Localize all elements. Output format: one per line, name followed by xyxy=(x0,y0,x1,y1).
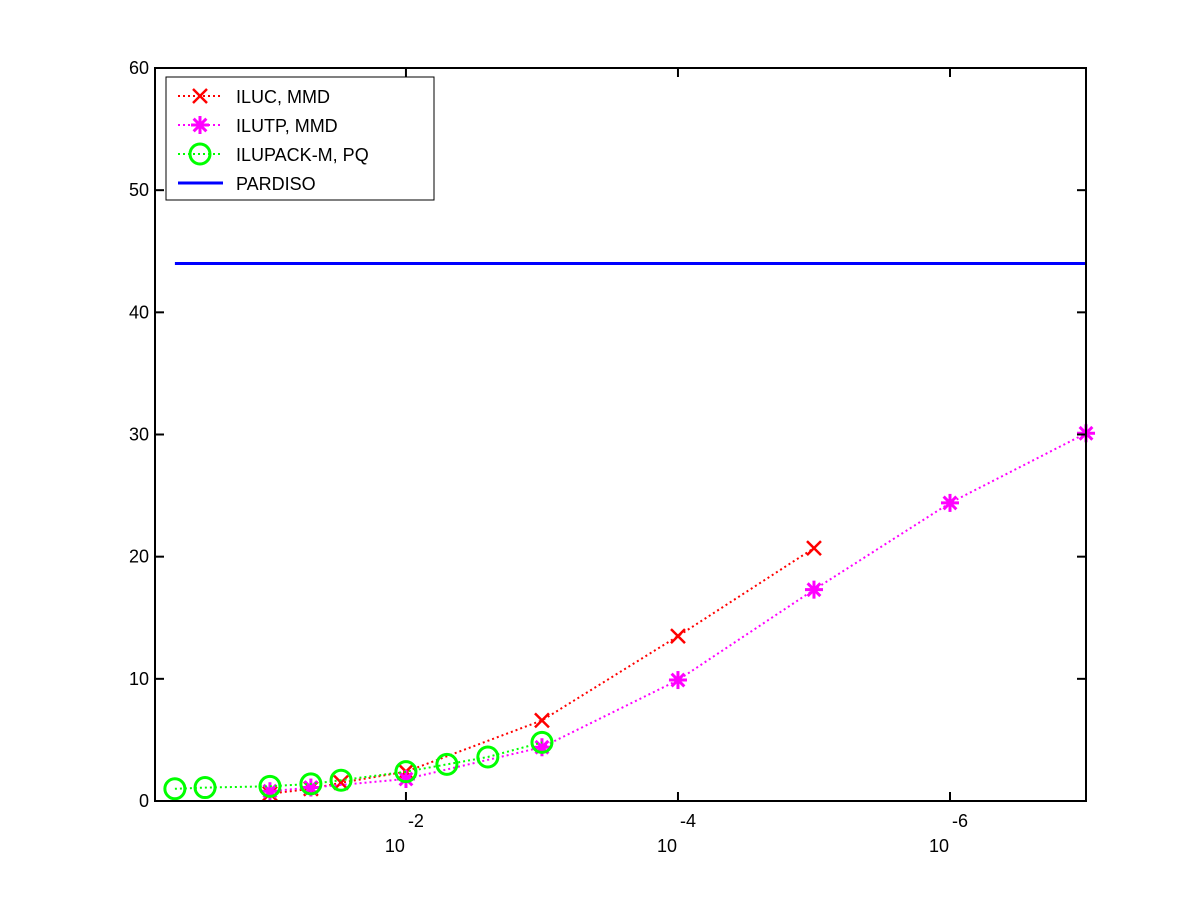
x-marker-stroke xyxy=(333,774,349,791)
x-marker-stroke xyxy=(806,540,822,556)
data-point xyxy=(476,745,500,769)
series-layer xyxy=(163,262,1095,802)
y-tick-label: 30 xyxy=(129,425,149,445)
x-tick-label-exponent: -2 xyxy=(408,811,424,831)
legend-item: ILUPACK-M, PQ xyxy=(178,142,369,166)
y-tick-label: 40 xyxy=(129,302,149,322)
series-line xyxy=(269,432,1087,793)
y-tick-label: 0 xyxy=(139,791,149,811)
data-point xyxy=(534,712,550,729)
legend-item: PARDISO xyxy=(178,174,316,194)
asterisk-marker-stroke xyxy=(942,495,958,511)
legend-marker xyxy=(191,116,209,134)
legend-label: ILUPACK-M, PQ xyxy=(236,145,369,165)
asterisk-marker-stroke xyxy=(398,771,414,787)
legend-item: ILUC, MMD xyxy=(178,87,330,107)
legend-label: PARDISO xyxy=(236,174,316,194)
x-marker-stroke xyxy=(670,628,686,644)
data-point xyxy=(804,580,823,599)
x-marker-stroke xyxy=(192,88,208,104)
x-tick-label-base: 10 xyxy=(929,836,949,856)
legend-marker xyxy=(188,142,212,166)
series-line xyxy=(174,741,543,790)
x-tick-label-base: 10 xyxy=(385,836,405,856)
data-point xyxy=(193,776,217,800)
legend-item: ILUTP, MMD xyxy=(178,116,338,136)
data-point xyxy=(940,493,959,512)
asterisk-marker-stroke xyxy=(192,117,208,133)
x-tick-label-base: 10 xyxy=(657,836,677,856)
asterisk-marker-stroke xyxy=(806,582,822,598)
data-point xyxy=(435,752,459,776)
data-point xyxy=(668,671,687,690)
x-marker-stroke xyxy=(534,712,550,729)
data-point xyxy=(394,760,418,784)
y-tick-label: 60 xyxy=(129,58,149,78)
data-point xyxy=(299,772,323,796)
data-point xyxy=(258,774,282,798)
data-point xyxy=(329,768,353,792)
data-point xyxy=(530,730,554,754)
asterisk-marker-stroke xyxy=(670,672,686,688)
y-tick-label: 50 xyxy=(129,180,149,200)
x-tick-label-exponent: -4 xyxy=(680,811,696,831)
legend-label: ILUTP, MMD xyxy=(236,116,338,136)
y-tick-label: 20 xyxy=(129,547,149,567)
legend-label: ILUC, MMD xyxy=(236,87,330,107)
y-tick-label: 10 xyxy=(129,669,149,689)
x-tick-label-exponent: -6 xyxy=(952,811,968,831)
data-point xyxy=(670,628,686,644)
legend: ILUC, MMD ILUTP, MMD ILUPACK-M, PQ PARDISO xyxy=(165,76,435,201)
data-point xyxy=(163,777,187,801)
data-point xyxy=(806,540,822,556)
legend-box xyxy=(165,76,435,201)
data-point xyxy=(333,774,349,791)
series-ilupack-m-pq xyxy=(163,730,554,801)
legend-marker xyxy=(192,88,208,104)
